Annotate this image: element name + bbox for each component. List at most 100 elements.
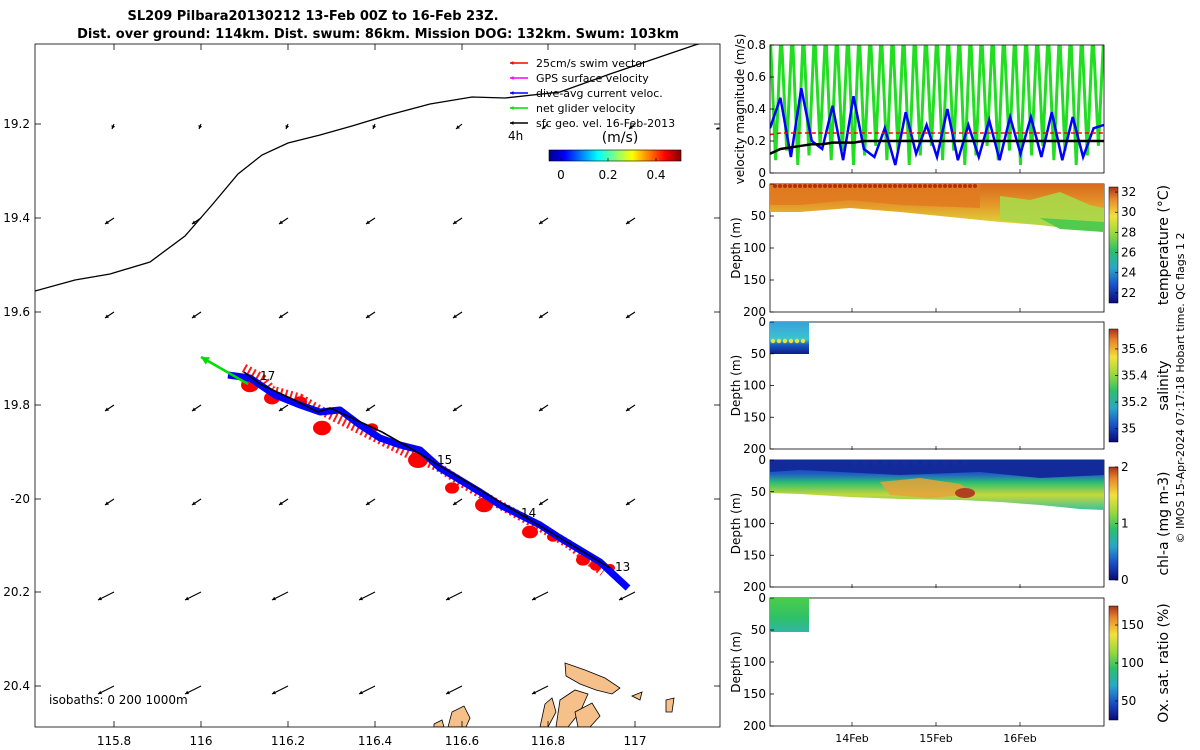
temperature-dot — [948, 184, 952, 188]
sfc-geo-vector-head — [192, 501, 196, 505]
sfc-geo-vector — [625, 498, 636, 506]
colorbar-tick-label: 28 — [1121, 225, 1136, 239]
chl-dot — [952, 460, 958, 466]
sfc-geo-vector — [184, 685, 202, 695]
sfc-geo-vector — [628, 123, 636, 130]
temperature-dot — [963, 184, 967, 188]
sfc-geo-vector — [104, 217, 115, 225]
map-x-tick-label: 115.8 — [97, 734, 131, 748]
sfc-geo-vector — [271, 685, 289, 695]
sfc-geo-vector-head — [456, 125, 460, 129]
legend-label: net glider velocity — [536, 102, 636, 115]
depth-tick-label: 50 — [751, 209, 766, 223]
map-x-tick-label: 116 — [190, 734, 213, 748]
sfc-geo-vector-head — [279, 501, 283, 505]
salinity-panel — [769, 321, 1119, 450]
temperature-dot — [923, 184, 927, 188]
legend-arrow — [510, 106, 528, 110]
temperature-dot — [943, 184, 947, 188]
depth-axis-label: Depth (m) — [729, 631, 743, 692]
sfc-geo-vector — [372, 123, 377, 130]
sfc-geo-vector-head — [111, 125, 116, 129]
chl-dot — [932, 460, 938, 466]
sfc-geo-vector — [278, 498, 289, 506]
isobath-line — [35, 44, 701, 292]
temperature-dot — [778, 184, 782, 188]
sfc-geo-vector — [445, 591, 463, 601]
sfc-geo-vector-head — [626, 501, 630, 505]
sfc-geo-vector-head — [285, 125, 290, 129]
imos-credit-note: © IMOS 15-Apr-2024 07:17:18 Hobart time.… — [1174, 233, 1187, 544]
sfc-geo-vector — [278, 404, 289, 412]
sfc-geo-vector — [538, 404, 549, 412]
sfc-geo-vector-head — [279, 407, 283, 411]
salinity-dot — [782, 338, 788, 344]
salinity-dot — [794, 338, 800, 344]
sfc-geo-vector-head — [366, 220, 370, 224]
chl-dot — [962, 460, 968, 466]
colorbar-tick-label: 0 — [1121, 573, 1129, 587]
speed-colorbar-tick-label: 0.4 — [646, 168, 665, 182]
temperature-dot — [798, 184, 802, 188]
sfc-geo-vector — [278, 217, 289, 225]
temperature-dot — [788, 184, 792, 188]
temperature-dot — [953, 184, 957, 188]
chl-max-patch — [955, 488, 975, 498]
sfc-geo-vector — [538, 498, 549, 506]
temperature-dot — [933, 184, 937, 188]
sfc-geo-vector-field — [97, 123, 720, 695]
map-x-tick-label: 116.4 — [358, 734, 392, 748]
velocity-y-tick-label: 0.6 — [747, 70, 766, 84]
land-islands — [433, 662, 675, 727]
sfc-geo-vector — [538, 217, 549, 225]
sfc-geo-vector — [97, 685, 115, 695]
map-y-tick-label: 19.6 — [3, 305, 30, 319]
velocity-panel: 0 0.2 0.4 0.6 0.8 velocity magnitude (m/s) — [733, 34, 1105, 184]
temperature-surface-dots — [773, 184, 977, 188]
sfc-geo-vector-head — [185, 690, 189, 695]
chl-dot — [922, 460, 928, 466]
velocity-line-dive-avg current — [770, 87, 1104, 166]
chl-high-patch — [880, 478, 975, 498]
colorbar-tick-label: 150 — [1121, 618, 1144, 632]
map-panel: 115.8 116 116.2 116.4 116.6 116.8 117 19.2 19.4 1… — [3, 43, 721, 748]
sfc-geo-vector-head — [359, 596, 363, 601]
temperature-dot — [968, 184, 972, 188]
velocity-y-tick-label: 0.2 — [747, 134, 766, 148]
temperature-dot — [793, 184, 797, 188]
legend-arrow-head — [510, 61, 514, 65]
sfc-geo-vector-head — [539, 501, 543, 505]
colorbar-tick-label: 100 — [1121, 656, 1144, 670]
sfc-geo-vector-head — [279, 314, 283, 318]
chl-dot — [902, 460, 908, 466]
temperature-dot — [813, 184, 817, 188]
chl-dot — [942, 460, 948, 466]
chl-dot — [912, 460, 918, 466]
sfc-geo-vector-head — [192, 314, 196, 318]
colorbar-tick-label: 50 — [1121, 694, 1136, 708]
day-label-14: 14 — [521, 506, 536, 520]
sfc-geo-vector-head — [453, 501, 457, 505]
temperature-dot — [908, 184, 912, 188]
temperature-dot — [848, 184, 852, 188]
temperature-dot — [803, 184, 807, 188]
sfc-geo-vector — [365, 404, 376, 412]
depth-tick-label: 200 — [743, 580, 766, 594]
sfc-geo-vector-head — [619, 596, 623, 601]
salinity-section — [770, 322, 809, 354]
temperature-dot — [928, 184, 932, 188]
temperature-dot — [783, 184, 787, 188]
colorbar-tick-label: 22 — [1121, 286, 1136, 300]
map-x-tick-label: 117 — [624, 734, 647, 748]
sfc-geo-vector-head — [629, 125, 633, 129]
sfc-geo-vector — [358, 685, 376, 695]
colorbar-tick-label: 35.6 — [1121, 342, 1148, 356]
swim-vector-cluster — [445, 482, 459, 494]
sfc-geo-vector — [278, 311, 289, 319]
legend-arrow-head — [510, 121, 514, 125]
sfc-geo-vector — [285, 123, 290, 130]
sfc-geo-vector-head — [453, 407, 457, 411]
legend-arrow — [510, 121, 528, 125]
sfc-geo-vector-head — [453, 314, 457, 318]
sfc-geo-vector-head — [98, 596, 102, 601]
